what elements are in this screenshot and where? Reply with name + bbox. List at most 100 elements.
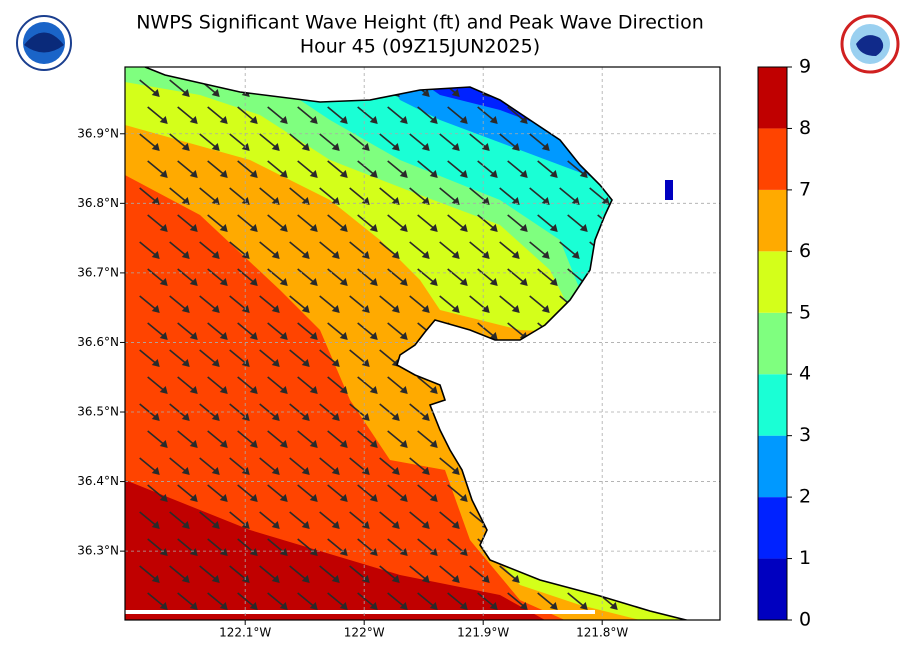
direction-arrow (229, 511, 248, 527)
direction-arrow (477, 214, 496, 230)
direction-arrow (439, 187, 458, 203)
arrow-head (339, 224, 348, 232)
direction-arrow (499, 241, 518, 257)
arrow-head (451, 521, 460, 529)
direction-arrow (409, 511, 428, 527)
direction-arrow (477, 106, 496, 122)
arrow-head (489, 116, 498, 124)
direction-arrow (447, 214, 466, 230)
direction-arrow (289, 241, 308, 257)
direction-arrow (357, 376, 376, 392)
direction-arrow (327, 160, 346, 176)
direction-arrow (297, 430, 316, 446)
arrow-head (309, 278, 318, 286)
direction-arrow (289, 457, 308, 473)
direction-arrow (379, 349, 398, 365)
arrow-head (519, 602, 528, 610)
arrow-head (241, 359, 250, 367)
direction-arrow (297, 268, 316, 284)
direction-arrow (147, 538, 166, 554)
direction-arrow (177, 322, 196, 338)
arrow-head (181, 359, 190, 367)
direction-arrow (169, 565, 188, 581)
arrow-head (361, 413, 370, 421)
arrow-head (451, 305, 460, 313)
direction-arrow (357, 592, 376, 608)
arrow-head (211, 413, 220, 421)
direction-arrow (477, 268, 496, 284)
arrow-head (421, 575, 430, 583)
arrow-head (549, 224, 558, 232)
arrow-head (219, 116, 228, 124)
colorbar-tick-label: 1 (799, 547, 811, 569)
arrow-head (429, 170, 438, 178)
direction-arrow (267, 376, 286, 392)
chart-title: NWPS Significant Wave Height (ft) and Pe… (136, 12, 704, 34)
direction-arrow (447, 160, 466, 176)
noaa-logo (16, 15, 72, 71)
direction-arrow (289, 403, 308, 419)
colorbar-tick-label: 7 (799, 178, 811, 200)
arrow-head (151, 89, 160, 97)
arrow-head (489, 278, 498, 286)
direction-arrow (387, 592, 406, 608)
arrow-head (151, 359, 160, 367)
direction-arrow (379, 133, 398, 149)
arrow-head (211, 251, 220, 259)
direction-arrow (237, 106, 256, 122)
direction-arrow (567, 268, 586, 284)
arrow-head (219, 602, 228, 610)
arrow-head (541, 251, 550, 259)
map-area (125, 67, 730, 620)
arrow-head (279, 332, 288, 340)
direction-arrow (237, 430, 256, 446)
arrow-head (189, 116, 198, 124)
arrow-head (301, 305, 310, 313)
direction-arrow (177, 160, 196, 176)
direction-arrow (567, 160, 586, 176)
arrow-head (241, 575, 250, 583)
arrow-head (459, 548, 468, 556)
direction-arrow (319, 187, 338, 203)
arrow-head (331, 143, 340, 151)
direction-arrow (417, 376, 436, 392)
y-tick-label: 36.7°N (77, 265, 119, 279)
direction-arrow (529, 187, 548, 203)
colorbar-band (758, 189, 787, 252)
direction-arrow (229, 241, 248, 257)
direction-arrow (237, 214, 256, 230)
arrow-head (331, 305, 340, 313)
arrow-head (429, 224, 438, 232)
arrow-head (391, 143, 400, 151)
arrow-head (511, 143, 520, 151)
colorbar-tick-label: 2 (799, 486, 811, 508)
direction-arrow (327, 376, 346, 392)
arrow-head (399, 602, 408, 610)
arrow-head (279, 494, 288, 502)
arrow-head (211, 143, 220, 151)
arrow-head (331, 467, 340, 475)
arrow-head (279, 548, 288, 556)
direction-arrow (147, 322, 166, 338)
direction-arrow (289, 295, 308, 311)
arrow-head (722, 251, 730, 259)
x-tick-label: 122°W (344, 626, 385, 640)
arrow-head (159, 224, 168, 232)
arrow-head (189, 170, 198, 178)
arrow-head (361, 305, 370, 313)
y-tick-label: 36.4°N (77, 474, 119, 488)
direction-arrow (537, 592, 556, 608)
arrow-head (369, 386, 378, 394)
direction-arrow (229, 403, 248, 419)
arrow-head (301, 359, 310, 367)
arrow-head (159, 332, 168, 340)
direction-arrow (229, 457, 248, 473)
direction-arrow (357, 322, 376, 338)
x-tick-label: 121.9°W (457, 626, 509, 640)
y-tick-label: 36.9°N (77, 126, 119, 140)
arrow-head (549, 602, 558, 610)
arrow-head (211, 359, 220, 367)
direction-arrow (537, 268, 556, 284)
arrow-head (361, 521, 370, 529)
direction-arrow (267, 268, 286, 284)
